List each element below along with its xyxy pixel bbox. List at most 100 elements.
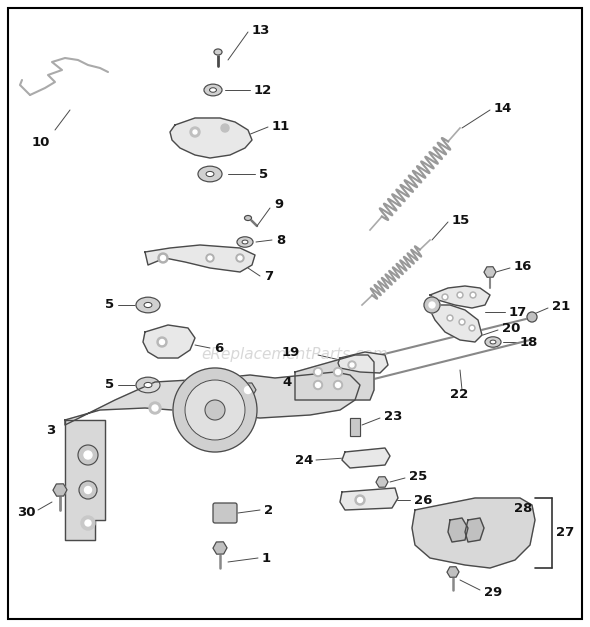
Circle shape [429,302,435,308]
Circle shape [336,382,340,387]
Polygon shape [430,286,490,308]
Circle shape [457,292,463,298]
Polygon shape [448,518,468,542]
Circle shape [193,130,197,134]
Text: 1: 1 [262,552,271,564]
Circle shape [458,293,461,297]
Circle shape [79,481,97,499]
Polygon shape [412,498,535,568]
Polygon shape [143,325,195,358]
Circle shape [159,339,165,344]
Ellipse shape [204,84,222,96]
Text: 2: 2 [264,503,273,517]
Polygon shape [338,352,388,373]
Circle shape [84,451,92,459]
Text: 6: 6 [214,342,223,354]
Text: 19: 19 [282,347,300,359]
Circle shape [459,319,465,325]
Text: 11: 11 [272,120,290,134]
Circle shape [149,402,161,414]
Text: 15: 15 [452,214,470,226]
Text: 5: 5 [105,298,114,312]
Circle shape [469,325,475,331]
Text: 5: 5 [259,167,268,181]
Circle shape [173,368,257,452]
Text: 10: 10 [32,137,50,149]
Circle shape [84,487,91,493]
Ellipse shape [242,240,248,244]
Circle shape [461,320,464,324]
Ellipse shape [144,302,152,308]
Circle shape [157,337,167,347]
Circle shape [448,317,451,320]
Text: 28: 28 [514,502,532,515]
Circle shape [336,369,340,374]
Polygon shape [465,518,484,542]
Circle shape [160,255,166,260]
Circle shape [348,361,356,369]
Text: 21: 21 [552,300,571,314]
Text: 12: 12 [254,83,272,97]
Text: 29: 29 [484,586,502,599]
Circle shape [333,367,343,376]
Circle shape [206,254,214,262]
Circle shape [185,380,245,440]
Polygon shape [430,305,482,342]
Text: 7: 7 [264,270,273,283]
Bar [350,418,360,436]
Circle shape [81,516,95,530]
Ellipse shape [237,237,253,247]
Circle shape [208,256,212,260]
Circle shape [316,382,320,387]
Circle shape [358,497,362,502]
Circle shape [85,520,91,526]
Text: 24: 24 [295,453,313,466]
Text: 30: 30 [17,507,35,520]
Circle shape [355,495,365,505]
Ellipse shape [136,377,160,393]
Text: 25: 25 [409,470,427,483]
Text: 16: 16 [514,260,532,273]
Circle shape [447,315,453,321]
Ellipse shape [144,382,152,387]
Circle shape [350,363,354,367]
Circle shape [316,369,320,374]
Ellipse shape [490,340,496,344]
Text: 5: 5 [105,379,114,391]
Circle shape [470,327,474,330]
Circle shape [527,312,537,322]
Circle shape [190,127,200,137]
Text: 26: 26 [414,493,432,507]
Text: 13: 13 [252,23,270,36]
Ellipse shape [209,88,217,92]
Text: 9: 9 [274,199,283,211]
Circle shape [238,256,242,260]
Text: 14: 14 [494,102,512,115]
Circle shape [444,295,447,298]
Circle shape [471,293,474,297]
Circle shape [78,445,98,465]
Circle shape [442,294,448,300]
Polygon shape [342,448,390,468]
Polygon shape [65,420,105,540]
Text: 18: 18 [520,335,538,349]
Polygon shape [65,372,360,425]
Circle shape [424,297,440,313]
Text: 8: 8 [276,233,285,246]
Circle shape [313,381,323,389]
Polygon shape [340,488,398,510]
Circle shape [333,381,343,389]
Ellipse shape [198,166,222,182]
Text: 23: 23 [384,409,402,423]
Polygon shape [170,118,252,158]
Bar [350,418,360,436]
Text: 20: 20 [502,322,520,334]
Ellipse shape [214,49,222,55]
Polygon shape [295,355,374,400]
Circle shape [152,405,158,411]
Text: eReplacementParts.com: eReplacementParts.com [202,347,388,362]
Circle shape [205,400,225,420]
Circle shape [470,292,476,298]
FancyBboxPatch shape [213,503,237,523]
Ellipse shape [244,216,251,221]
